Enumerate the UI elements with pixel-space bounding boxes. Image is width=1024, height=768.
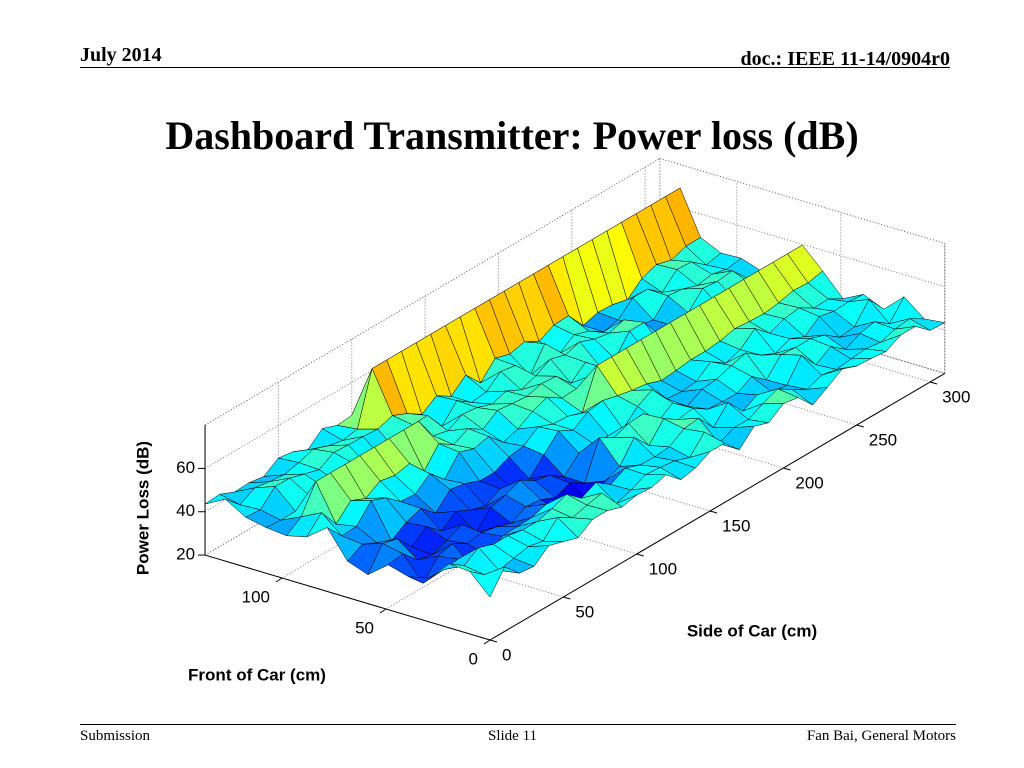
y-tick-label: 100 [649,559,677,578]
y-tick-label: 300 [942,387,970,406]
axis-line [489,372,946,641]
x-axis-label: Front of Car (cm) [188,665,326,684]
header-rule [80,67,950,68]
tick-mark [709,510,718,514]
footer-rule [80,724,956,725]
box-edge [659,157,945,244]
slide-title: Dashboard Transmitter: Power loss (dB) [165,113,859,158]
surface-patch [469,566,506,598]
y-tick-label: 200 [795,473,823,492]
tick-mark [483,639,491,645]
date: July 2014 [80,44,162,66]
footer-center: Slide 11 [488,728,538,744]
tick-mark [783,467,791,471]
x-tick-label: 100 [242,587,270,606]
z-tick-label: 40 [176,501,195,520]
y-tick-label: 250 [869,430,897,449]
doc-id: doc.: IEEE 11-14/0904r0 [740,48,950,70]
box-edge [204,158,661,426]
y-tick-label: 50 [575,602,594,621]
tick-mark [275,577,283,583]
y-tick-label: 0 [502,645,511,664]
y-axis-label: Side of Car (cm) [687,621,817,640]
tick-mark [636,553,644,557]
z-tick-label: 60 [176,458,195,477]
axis-line [204,554,491,641]
tick-mark [379,608,387,614]
z-tick-label: 20 [176,545,195,564]
tick-mark [489,639,498,643]
tick-mark [856,424,864,428]
footer-left: Submission [80,728,151,744]
y-tick-label: 150 [722,516,750,535]
x-tick-label: 0 [469,649,478,668]
tick-mark [563,596,571,600]
z-axis-label: Power Loss (dB) [133,441,152,575]
footer-right: Fan Bai, General Motors [806,728,956,744]
tick-mark [929,381,938,385]
x-tick-label: 50 [355,618,374,637]
